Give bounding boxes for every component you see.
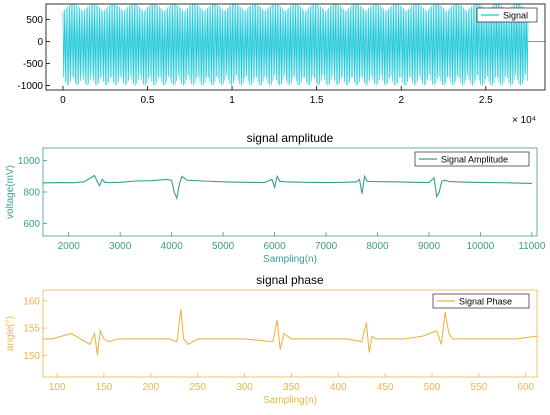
series-line-1	[43, 308, 538, 356]
y-tick-label: 800	[23, 188, 40, 199]
chart-1	[45, 3, 546, 91]
x-tick-label: 1.5	[310, 95, 324, 106]
series-line-1	[62, 3, 529, 86]
y-tick-label: -1000	[17, 81, 43, 92]
y-tick-label: 160	[23, 296, 40, 307]
x-tick-label: 0	[60, 95, 66, 106]
x-axis-label: Sampling(n)	[263, 254, 317, 265]
x-tick-label: 8000	[366, 241, 389, 252]
x-tick-label: 2.5	[479, 95, 493, 106]
x-tick-label: 11000	[518, 241, 546, 252]
legend-box	[414, 151, 530, 167]
x-tick-label: 450	[377, 382, 394, 393]
x-tick-label: 2000	[58, 241, 81, 252]
x-tick-label: 200	[142, 382, 159, 393]
y-tick-label: 155	[23, 324, 40, 335]
x-tick-label: 10000	[466, 241, 494, 252]
chart-2	[42, 147, 538, 237]
x-tick-label: 2	[398, 95, 404, 106]
legend-box	[432, 293, 530, 309]
x-tick-label: 1	[229, 95, 235, 106]
y-tick-label: 0	[37, 37, 43, 48]
y-axis-label: angle(°)	[5, 316, 16, 351]
x-tick-label: 300	[236, 382, 253, 393]
y-tick-label: -500	[23, 59, 43, 70]
x-tick-label: 400	[330, 382, 347, 393]
series-line-1	[42, 174, 532, 201]
x-tick-label: 6000	[263, 241, 286, 252]
legend-label: Signal Amplitude	[441, 155, 508, 165]
y-tick-label: 150	[23, 351, 40, 362]
chart-title: signal amplitude	[247, 131, 334, 145]
x-tick-label: 3000	[109, 241, 132, 252]
x-tick-label: 600	[517, 382, 534, 393]
chart-3	[42, 289, 538, 378]
y-axis-label: voltage(mV)	[5, 165, 16, 219]
x-tick-label: 150	[96, 382, 113, 393]
x-tick-label: 350	[283, 382, 300, 393]
chart-title: signal phase	[256, 273, 324, 287]
x-tick-label: 250	[189, 382, 206, 393]
x-exponent-label: × 10⁴	[512, 115, 536, 126]
axes-frame	[42, 289, 538, 378]
y-tick-label: 500	[26, 15, 43, 26]
x-tick-label: 5000	[212, 241, 235, 252]
y-tick-label: 600	[23, 219, 40, 230]
x-tick-label: 500	[424, 382, 441, 393]
x-tick-label: 9000	[418, 241, 441, 252]
y-tick-label: 1000	[18, 156, 41, 167]
legend-box	[476, 7, 538, 23]
x-tick-label: 0.5	[141, 95, 155, 106]
x-tick-label: 100	[49, 382, 66, 393]
x-tick-label: 4000	[161, 241, 184, 252]
x-axis-label: Sampling(n)	[263, 395, 317, 406]
legend-label: Signal Phase	[459, 297, 512, 307]
axes-frame	[45, 3, 546, 91]
x-tick-label: 7000	[315, 241, 338, 252]
x-tick-label: 550	[471, 382, 488, 393]
legend-label: Signal	[503, 11, 528, 21]
